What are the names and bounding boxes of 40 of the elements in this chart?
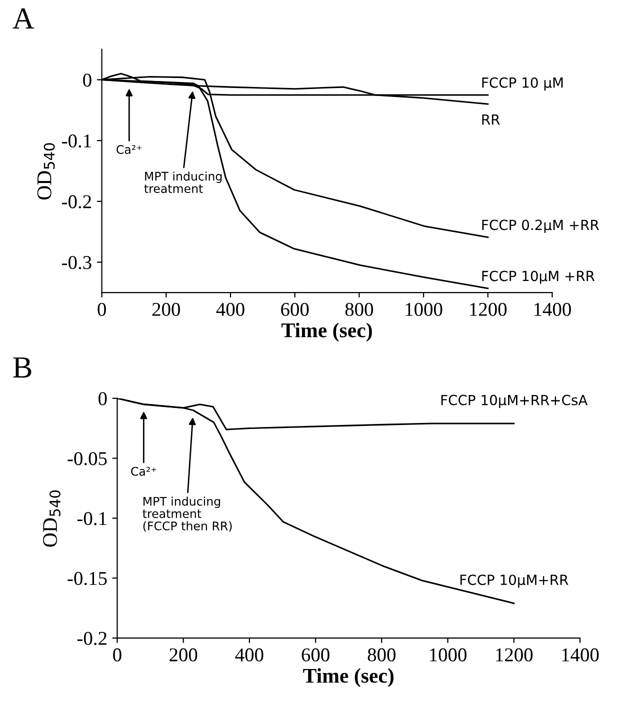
annotation: MPT inducing treatment xyxy=(144,172,222,194)
x-axis-title: Time (sec) xyxy=(282,322,372,342)
x-tick-label: 200 xyxy=(152,302,180,316)
chart-title: B xyxy=(13,357,32,378)
x-tick-label: 600 xyxy=(302,648,330,662)
y-tick-label: 0 xyxy=(98,392,107,406)
x-tick-label: 1400 xyxy=(562,648,599,662)
y-tick-label: -0.3 xyxy=(62,256,92,270)
x-tick-label: 1000 xyxy=(430,648,466,662)
series-label: FCCP 10µM+RR xyxy=(460,574,568,588)
series-label: FCCP 10 µM xyxy=(482,77,563,91)
y-tick-label: -0.05 xyxy=(68,452,107,466)
x-tick-label: 1200 xyxy=(496,648,533,662)
x-tick-label: 1400 xyxy=(534,302,571,316)
series-label: RR xyxy=(482,114,500,125)
series-label: FCCP 0.2µM +RR xyxy=(482,220,599,233)
x-tick-label: 1000 xyxy=(406,302,442,316)
y-tick-label: -0.2 xyxy=(62,195,92,208)
y-axis-title: OD$_{540}$ xyxy=(43,490,60,547)
y-tick-label: 0 xyxy=(83,74,92,87)
chart-title: A xyxy=(12,8,34,28)
x-tick-label: 0 xyxy=(113,648,122,662)
series-label: FCCP 10µM +RR xyxy=(482,270,595,284)
annotation: MPT inducing treatment (FCCP then RR) xyxy=(142,496,232,532)
x-tick-label: 600 xyxy=(281,302,309,316)
y-tick-label: -0.15 xyxy=(68,572,107,586)
x-axis-title: Time (sec) xyxy=(303,668,394,688)
x-tick-label: 400 xyxy=(235,648,264,662)
x-tick-label: 400 xyxy=(216,302,244,316)
y-tick-label: -0.1 xyxy=(77,512,106,526)
y-axis-title: OD$_{540}$ xyxy=(37,143,55,200)
series-label: FCCP 10µM+RR+CsA xyxy=(441,394,588,408)
y-tick-label: -0.1 xyxy=(62,134,91,148)
x-tick-label: 800 xyxy=(345,302,374,316)
annotation: Ca²⁺ xyxy=(131,466,156,476)
x-tick-label: 1200 xyxy=(470,302,507,316)
x-tick-label: 200 xyxy=(170,648,198,662)
x-tick-label: 800 xyxy=(368,648,396,662)
annotation: Ca²⁺ xyxy=(116,145,142,154)
y-tick-label: -0.2 xyxy=(77,632,106,646)
